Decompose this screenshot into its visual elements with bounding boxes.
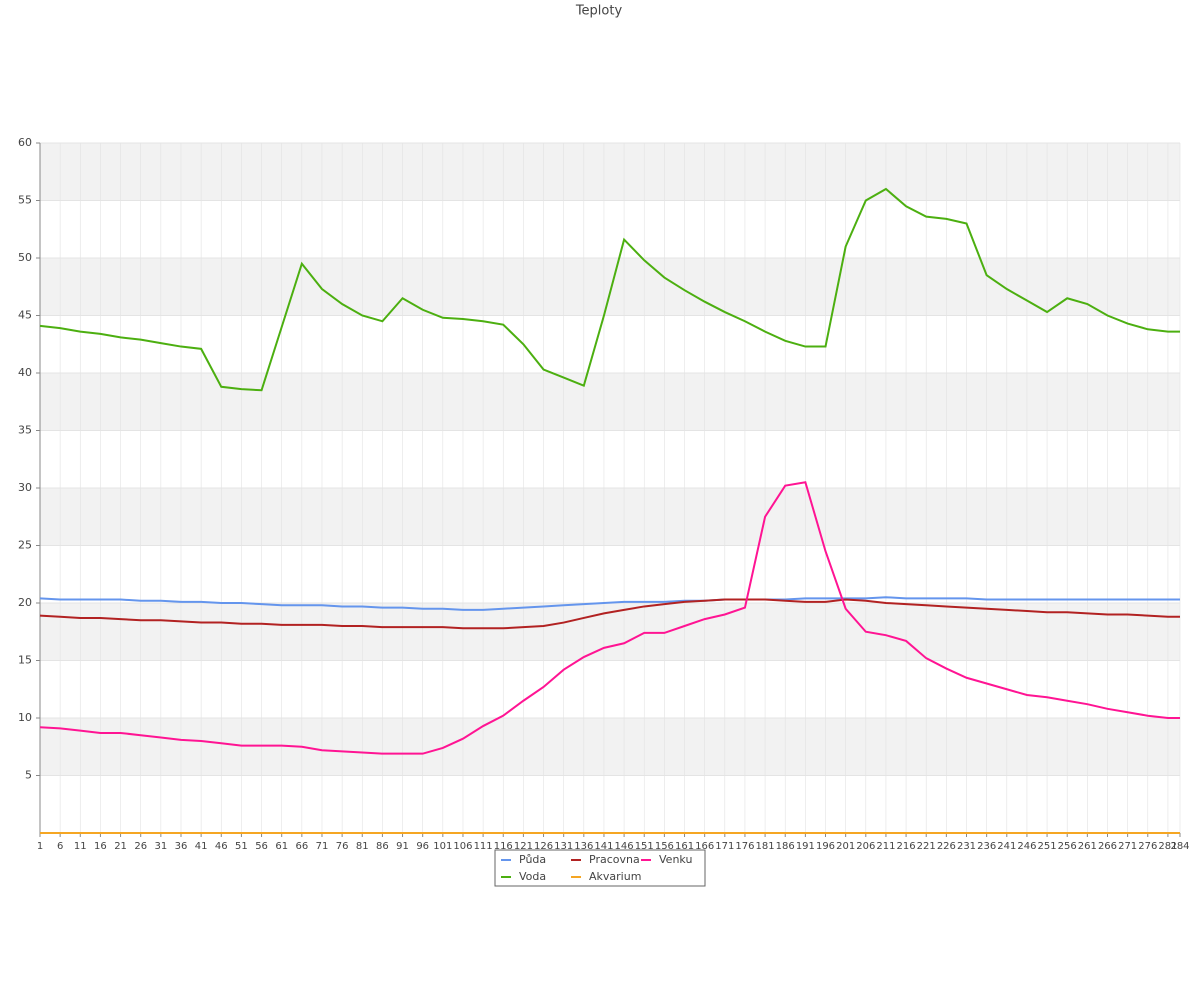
y-tick-label: 25	[18, 539, 32, 552]
x-tick-label: 246	[1017, 841, 1036, 852]
x-tick-label: 281	[1158, 841, 1177, 852]
y-tick-label: 35	[18, 424, 32, 437]
legend-box	[494, 849, 706, 887]
grid-band	[40, 143, 1180, 201]
x-tick-label: 261	[1078, 841, 1097, 852]
y-tick-label: 10	[18, 711, 32, 724]
x-tick-label: 251	[1038, 841, 1057, 852]
x-tick-label: 16	[94, 841, 107, 852]
x-tick-label: 111	[474, 841, 493, 852]
x-tick-label: 116	[494, 841, 513, 852]
y-tick-label: 60	[18, 136, 32, 149]
x-tick-label: 146	[615, 841, 634, 852]
legend-label: Voda	[519, 870, 546, 883]
x-tick-label: 166	[695, 841, 714, 852]
chart-title: Teploty	[575, 4, 623, 19]
x-tick-label: 256	[1058, 841, 1077, 852]
x-tick-label: 171	[715, 841, 734, 852]
x-tick-label: 21	[114, 841, 127, 852]
x-tick-label: 121	[514, 841, 533, 852]
x-tick-label: 206	[856, 841, 875, 852]
x-tick-label: 101	[433, 841, 452, 852]
y-tick-label: 5	[25, 769, 32, 782]
x-tick-label: 241	[997, 841, 1016, 852]
y-tick-label: 50	[18, 251, 32, 264]
series-line	[39, 596, 1180, 611]
y-tick-label: 20	[18, 596, 32, 609]
legend-label: Venku	[659, 853, 692, 866]
y-tick-label: 40	[18, 366, 32, 379]
x-tick-label: 86	[376, 841, 389, 852]
x-tick-label: 201	[836, 841, 855, 852]
series-line	[39, 598, 1180, 630]
x-tick-label: 71	[316, 841, 329, 852]
x-tick-label: 156	[655, 841, 674, 852]
x-tick-label: 151	[635, 841, 654, 852]
x-tick-label: 136	[574, 841, 593, 852]
series-line	[39, 481, 1180, 755]
x-tick-label: 106	[453, 841, 472, 852]
x-tick-label: 211	[876, 841, 895, 852]
x-tick-label: 96	[416, 841, 429, 852]
x-tick-label: 181	[756, 841, 775, 852]
x-tick-label: 76	[336, 841, 349, 852]
x-tick-label: 161	[675, 841, 694, 852]
x-tick-label: 186	[776, 841, 795, 852]
x-tick-label: 36	[175, 841, 188, 852]
series-line	[39, 187, 1180, 392]
x-tick-label: 141	[594, 841, 613, 852]
x-tick-label: 51	[235, 841, 248, 852]
x-tick-label: 26	[134, 841, 147, 852]
x-tick-label: 276	[1138, 841, 1157, 852]
y-tick-label: 45	[18, 309, 32, 322]
legend-label: Akvarium	[589, 870, 641, 883]
grid-band	[40, 488, 1180, 546]
x-tick-label: 196	[816, 841, 835, 852]
grid-band	[40, 718, 1180, 776]
x-tick-label: 41	[195, 841, 208, 852]
x-tick-label: 91	[396, 841, 409, 852]
x-tick-label: 31	[154, 841, 167, 852]
x-tick-label: 11	[74, 841, 87, 852]
x-tick-label: 191	[796, 841, 815, 852]
grid-band	[40, 373, 1180, 431]
x-tick-label: 46	[215, 841, 228, 852]
legend-label: Pracovna	[589, 853, 640, 866]
x-tick-label: 226	[937, 841, 956, 852]
y-tick-label: 55	[18, 194, 32, 207]
x-tick-label: 271	[1118, 841, 1137, 852]
x-tick-label: 131	[554, 841, 573, 852]
x-tick-label: 66	[295, 841, 308, 852]
x-tick-label: 231	[957, 841, 976, 852]
x-tick-label: 221	[917, 841, 936, 852]
x-tick-label: 176	[735, 841, 754, 852]
x-tick-label: 216	[897, 841, 916, 852]
x-tick-label: 126	[534, 841, 553, 852]
x-tick-label: 81	[356, 841, 369, 852]
x-tick-label: 1	[37, 841, 43, 852]
y-tick-label: 30	[18, 481, 32, 494]
x-tick-label: 61	[275, 841, 288, 852]
legend-label: Půda	[519, 853, 546, 866]
x-tick-label: 266	[1098, 841, 1117, 852]
x-tick-label: 236	[977, 841, 996, 852]
x-tick-label: 56	[255, 841, 268, 852]
grid-band	[40, 258, 1180, 316]
x-tick-label: 284	[1170, 841, 1189, 852]
y-tick-label: 15	[18, 654, 32, 667]
x-tick-label: 6	[57, 841, 63, 852]
